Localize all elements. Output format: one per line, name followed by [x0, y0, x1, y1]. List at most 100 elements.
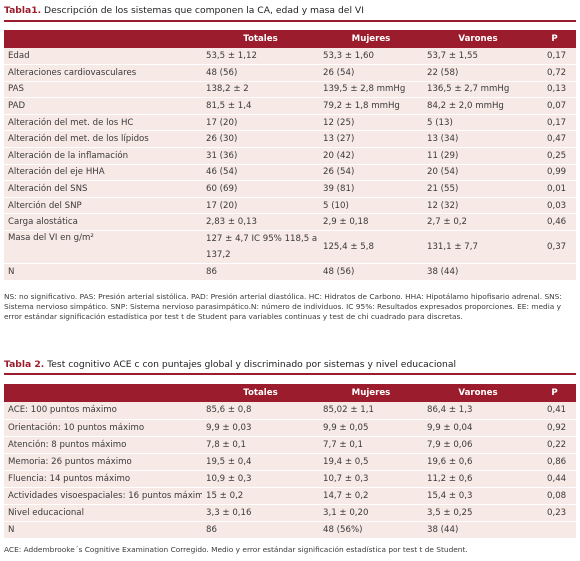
table1-cell-varones: 2,7 ± 0,2: [423, 213, 533, 232]
table2-header-label: [4, 384, 202, 402]
table1-cell-p: 0,37: [533, 230, 576, 265]
table1-cell-mujeres: 39 (81): [319, 180, 423, 198]
table1-cell-label: PAD: [4, 97, 202, 115]
table1-cell-varones: 11 (29): [423, 147, 533, 165]
table1-header-row: Totales Mujeres Varones P: [4, 30, 576, 48]
table1-cell-label: Alteración del met. de los lípidos: [4, 130, 202, 149]
table1-row: Alterción del SNP 17 (20) 5 (10) 12 (32) 0,0…: [4, 197, 576, 215]
table1-cell-label: Carga alostática: [4, 213, 202, 232]
table1-cell-totales: 31 (36): [202, 147, 319, 165]
table2-header-totales: Totales: [202, 384, 319, 402]
table2-cell-p: 0,23: [533, 504, 576, 522]
table2-header-varones: Varones: [423, 384, 533, 402]
table1-cell-totales: 127 ± 4,7 IC 95% 118,5 a 137,2: [202, 230, 319, 265]
table1-cell-mujeres: 20 (42): [319, 147, 423, 165]
table2-cell-totales: 19,5 ± 0,4: [202, 453, 319, 471]
table1-cell-mujeres: 26 (54): [319, 64, 423, 82]
table2-title: Test cognitivo ACE c con puntajes global…: [47, 359, 457, 370]
table1-cell-varones: 12 (32): [423, 197, 533, 215]
table1-cell-label: Alteración del SNS: [4, 180, 202, 198]
table2-cell-varones: 11,2 ± 0,6: [423, 470, 533, 488]
table2-cell-label: Fluencia: 14 puntos máximo: [4, 470, 202, 488]
table2-cell-totales: 7,8 ± 0,1: [202, 436, 319, 454]
table1-cell-varones: 53,7 ± 1,55: [423, 48, 533, 66]
table2-cell-mujeres: 85,02 ± 1,1: [319, 402, 423, 420]
table2-cell-p: 0,44: [533, 470, 576, 488]
table1-cell-label: Alterción del SNP: [4, 197, 202, 215]
table1-cell-p: 0,13: [533, 81, 576, 99]
table2: Totales Mujeres Varones P ACE: 100 punto…: [4, 384, 576, 539]
table2-cell-label: Actividades visoespaciales: 16 puntos má…: [4, 487, 202, 505]
table1-cell-totales: 17 (20): [202, 114, 319, 132]
table1-cell-label: Alteración de la inflamación: [4, 147, 202, 165]
table2-cell-varones: 3,5 ± 0,25: [423, 504, 533, 522]
table1-cell-varones: 84,2 ± 2,0 mmHg: [423, 97, 533, 115]
table2-cell-label: Atención: 8 puntos máximo: [4, 436, 202, 454]
table2-cell-totales: 86: [202, 521, 319, 539]
table2-cell-totales: 10,9 ± 0,3: [202, 470, 319, 488]
table2-header-p: P: [533, 384, 576, 402]
table2-top-rule: [4, 373, 576, 375]
table2-header-mujeres: Mujeres: [319, 384, 423, 402]
table1-cell-totales: 86: [202, 263, 319, 281]
table2-cell-varones: 9,9 ± 0,04: [423, 419, 533, 437]
table1-top-rule: [4, 20, 576, 22]
table1-cell-varones: 20 (54): [423, 164, 533, 182]
table1: Totales Mujeres Varones P Edad 53,5 ± 1,1…: [4, 30, 576, 281]
table2-cell-totales: 15 ± 0,2: [202, 487, 319, 505]
table1-cell-varones: 38 (44): [423, 263, 533, 281]
table2-cell-label: ACE: 100 puntos máximo: [4, 402, 202, 420]
table1-cell-label: Alteración del eje HHA: [4, 164, 202, 182]
table1-cell-varones: 13 (34): [423, 130, 533, 149]
table2-cell-varones: 38 (44): [423, 521, 533, 539]
table2-cell-mujeres: 10,7 ± 0,3: [319, 470, 423, 488]
table2-cell-p: 0,08: [533, 487, 576, 505]
table1-cell-mujeres: 12 (25): [319, 114, 423, 132]
table2-label: Tabla 2.: [4, 359, 45, 370]
table1-header-p: P: [533, 30, 576, 48]
table1-body: Edad 53,5 ± 1,12 53,3 ± 1,60 53,7 ± 1,55 0,1…: [4, 48, 576, 281]
table2-row: Actividades visoespaciales: 16 puntos má…: [4, 487, 576, 505]
table2-caption: Tabla 2. Test cognitivo ACE c con puntaj…: [4, 359, 456, 370]
table1-row: Alteración del eje HHA 46 (54) 26 (54) 20 (…: [4, 164, 576, 182]
table1-row: Masa del VI en g/m² 127 ± 4,7 IC 95% 118,…: [4, 230, 576, 265]
table2-cell-totales: 85,6 ± 0,8: [202, 402, 319, 420]
table2-cell-mujeres: 48 (56%): [319, 521, 423, 539]
table1-cell-totales: 81,5 ± 1,4: [202, 97, 319, 115]
table1-cell-mujeres: 2,9 ± 0,18: [319, 213, 423, 232]
table2-cell-label: Memoria: 26 puntos máximo: [4, 453, 202, 471]
table1-row: PAS 138,2 ± 2 139,5 ± 2,8 mmHg 136,5 ± 2,7 …: [4, 81, 576, 99]
table1-cell-p: 0,99: [533, 164, 576, 182]
table2-cell-totales: 9,9 ± 0,03: [202, 419, 319, 437]
table1-cell-p: 0,25: [533, 147, 576, 165]
table1-cell-p: 0,46: [533, 213, 576, 232]
table2-cell-p: [533, 521, 576, 539]
table1-label: Tabla1.: [4, 5, 42, 16]
table2-cell-label: N: [4, 521, 202, 539]
table1-cell-p: 0,47: [533, 130, 576, 149]
table2-body: ACE: 100 puntos máximo 85,6 ± 0,8 85,02 ± …: [4, 402, 576, 539]
table1-cell-mujeres: 139,5 ± 2,8 mmHg: [319, 81, 423, 99]
table2-cell-p: 0,22: [533, 436, 576, 454]
table2-row: Fluencia: 14 puntos máximo 10,9 ± 0,3 10,7…: [4, 470, 576, 488]
table1-cell-totales: 53,5 ± 1,12: [202, 48, 319, 66]
table1-cell-mujeres: 13 (27): [319, 130, 423, 149]
table1-cell-mujeres: 53,3 ± 1,60: [319, 48, 423, 66]
table1-cell-label: Alteraciones cardiovasculares: [4, 64, 202, 82]
table2-row: N 86 48 (56%) 38 (44): [4, 521, 576, 539]
table2-cell-p: 0,86: [533, 453, 576, 471]
table1-cell-p: 0,03: [533, 197, 576, 215]
table2-row: Nivel educacional 3,3 ± 0,16 3,1 ± 0,20 3,5…: [4, 504, 576, 522]
table1-cell-p: 0,07: [533, 97, 576, 115]
table2-row: Atención: 8 puntos máximo 7,8 ± 0,1 7,7 ± …: [4, 436, 576, 454]
table1-row: Alteración del SNS 60 (69) 39 (81) 21 (55) 0…: [4, 180, 576, 198]
table1-cell-varones: 22 (58): [423, 64, 533, 82]
table2-cell-label: Nivel educacional: [4, 504, 202, 522]
table2-footnote: ACE: Addembrooke´s Cognitive Examination…: [4, 545, 468, 554]
table1-cell-varones: 21 (55): [423, 180, 533, 198]
table1-header-mujeres: Mujeres: [319, 30, 423, 48]
table2-row: Memoria: 26 puntos máximo 19,5 ± 0,4 19,4 …: [4, 453, 576, 471]
table1-cell-mujeres: 79,2 ± 1,8 mmHg: [319, 97, 423, 115]
table1-row: Alteración del met. de los HC 17 (20) 12 (…: [4, 114, 576, 132]
